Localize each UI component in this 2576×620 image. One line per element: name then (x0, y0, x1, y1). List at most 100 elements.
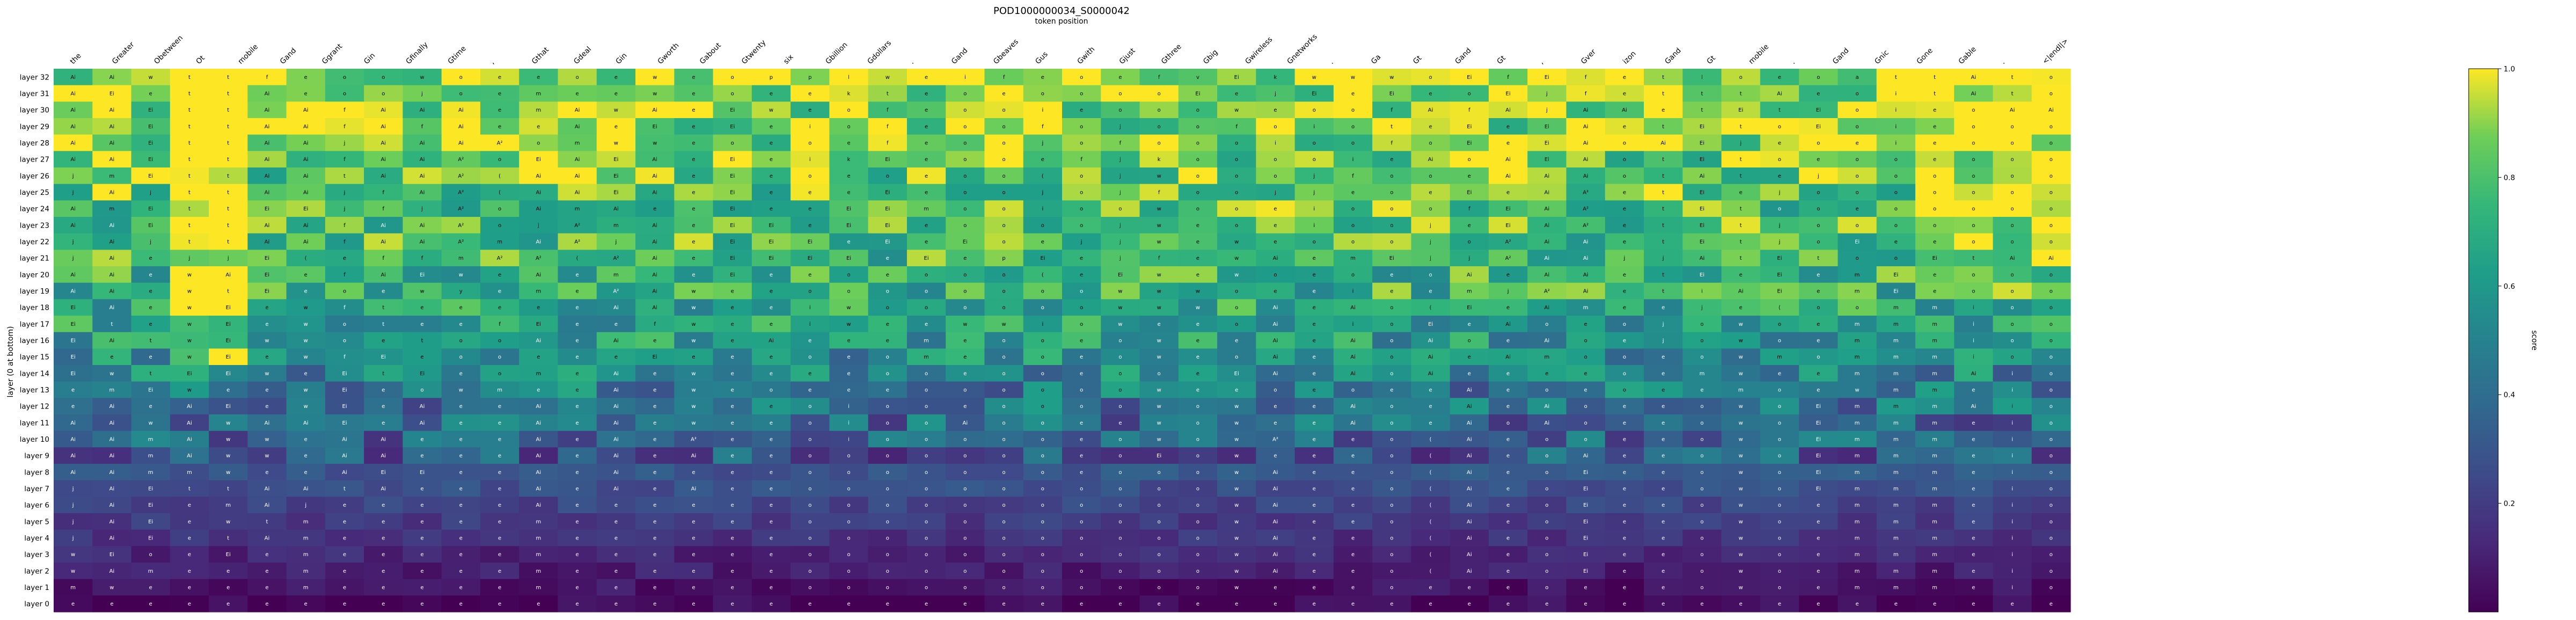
heatmap-cell (1993, 151, 2032, 168)
cell-label: Ai (652, 223, 657, 229)
cell-label: t (188, 223, 191, 229)
cell-label: m (1855, 470, 1860, 476)
cell-label: e (770, 305, 773, 311)
cell-label: o (925, 305, 928, 311)
heatmap-cell (92, 184, 132, 201)
cell-label: Ei (109, 552, 114, 558)
cell-label: o (1623, 173, 1626, 179)
cell-label: e (1002, 91, 1006, 97)
cell-label: w (1157, 173, 1161, 179)
heatmap-cell (1605, 118, 1644, 135)
cell-label: o (498, 223, 501, 229)
cell-label: j (1429, 223, 1431, 229)
cell-label: e (459, 470, 463, 476)
heatmap-cell (519, 167, 559, 185)
heatmap-cell (247, 85, 287, 102)
heatmap-cell (713, 118, 752, 135)
cell-label: o (1778, 568, 1781, 574)
cell-label: o (1390, 437, 1393, 443)
cell-label: w (420, 75, 424, 81)
cell-label: e (1662, 552, 1665, 558)
cell-label: e (1274, 239, 1277, 245)
cell-label: e (1623, 289, 1626, 295)
cell-label: o (1700, 585, 1703, 591)
cell-label: o (1002, 437, 1006, 443)
cell-label: o (1158, 536, 1161, 542)
cell-label: m (1467, 289, 1472, 295)
cell-label: Ei (1389, 256, 1394, 261)
cell-label: Ai (1467, 519, 1472, 525)
cell-label: m (536, 568, 541, 574)
cell-label: f (421, 256, 423, 261)
cell-label: e (1545, 371, 1548, 377)
cell-label: o (963, 206, 967, 212)
cell-label: Ei (1700, 206, 1704, 212)
cell-label: Ei (1816, 470, 1821, 476)
cell-label: Ai (1273, 536, 1278, 542)
cell-label: o (1002, 157, 1006, 163)
cell-label: e (1002, 601, 1006, 607)
heatmap-cell (1644, 167, 1683, 185)
heatmap-cell (713, 69, 752, 86)
cell-label: o (1041, 519, 1044, 525)
cell-label: e (1468, 585, 1471, 591)
cell-label: t (1662, 124, 1664, 130)
heatmap-cell (364, 134, 404, 151)
cell-label: Ai (380, 157, 386, 163)
cell-label: e (963, 404, 967, 410)
cell-label: w (226, 519, 230, 525)
cell-label: Ei (1583, 470, 1588, 476)
cell-label: o (886, 371, 889, 377)
heatmap-cell (519, 118, 559, 135)
cell-label: e (963, 338, 967, 344)
cell-label: e (498, 75, 501, 81)
cell-label: o (1158, 568, 1161, 574)
cell-label: o (1972, 223, 1975, 229)
cell-label: Ai (1545, 173, 1550, 179)
cell-label: e (1351, 552, 1355, 558)
cell-label: e (1506, 519, 1510, 525)
cell-label: o (1002, 338, 1006, 344)
cell-label: Ei (1040, 256, 1045, 261)
y-tick-label: layer 9 (24, 452, 49, 461)
cell-label: e (1506, 141, 1510, 147)
x-tick-labels: the Greater Obetween Ot mobile Gand Ggrant Gin G… (69, 32, 2070, 65)
heatmap-cell (984, 151, 1024, 168)
heatmap-cell (209, 167, 248, 185)
cell-label: e (1584, 601, 1587, 607)
cell-label: m (109, 388, 115, 393)
cell-label: o (925, 568, 928, 574)
cell-label: t (1391, 124, 1393, 130)
cell-label: e (459, 322, 463, 327)
cell-label: j (1119, 239, 1121, 245)
cell-label: e (963, 601, 967, 607)
cell-label: Ai (1545, 256, 1550, 261)
cell-label: e (265, 552, 268, 558)
cell-label: Ei (1506, 206, 1511, 212)
cell-label: e (1313, 289, 1316, 295)
cell-label: j (421, 206, 423, 212)
y-tick-label: layer 12 (20, 403, 49, 411)
cell-label: e (459, 568, 463, 574)
cell-label: e (226, 568, 230, 574)
heatmap-cell (751, 85, 791, 102)
cell-label: o (1468, 338, 1471, 344)
cell-label: o (1118, 470, 1122, 476)
heatmap-cell (1139, 69, 1179, 86)
cell-label: m (1932, 420, 1937, 426)
cell-label: Ai (109, 157, 115, 163)
heatmap-cell (441, 118, 481, 135)
cell-label: i (809, 157, 811, 163)
heatmap-cell (1721, 69, 1761, 86)
cell-label: i (2011, 420, 2013, 426)
cell-label: o (886, 289, 889, 295)
cell-label: o (1351, 107, 1355, 113)
cell-label: o (963, 388, 967, 393)
cell-label: e (1817, 91, 1820, 97)
cell-label: o (963, 502, 967, 508)
heatmap-cell (1566, 101, 1606, 119)
cell-label: o (1700, 486, 1703, 492)
heatmap-cell (247, 101, 287, 119)
cell-label: o (1002, 536, 1006, 542)
cell-label: Ai (420, 223, 425, 229)
